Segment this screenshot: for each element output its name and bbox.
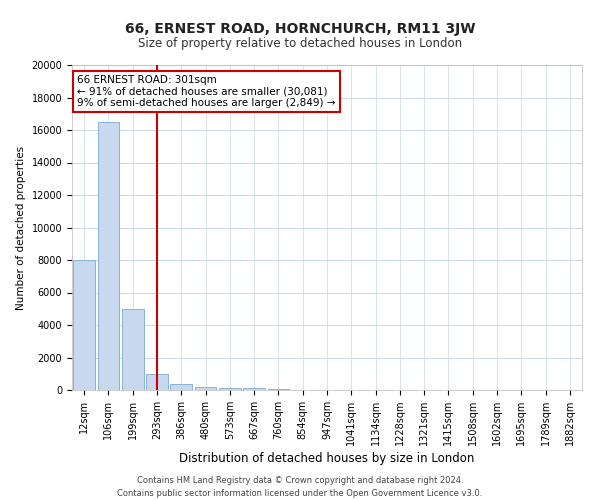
Bar xyxy=(97,122,119,390)
Bar xyxy=(243,388,265,390)
X-axis label: Distribution of detached houses by size in London: Distribution of detached houses by size … xyxy=(179,452,475,465)
Text: 66 ERNEST ROAD: 301sqm
← 91% of detached houses are smaller (30,081)
9% of semi-: 66 ERNEST ROAD: 301sqm ← 91% of detached… xyxy=(77,74,335,108)
Bar xyxy=(194,387,217,390)
Y-axis label: Number of detached properties: Number of detached properties xyxy=(16,146,26,310)
Text: Contains HM Land Registry data © Crown copyright and database right 2024.
Contai: Contains HM Land Registry data © Crown c… xyxy=(118,476,482,498)
Text: Size of property relative to detached houses in London: Size of property relative to detached ho… xyxy=(138,38,462,51)
Bar xyxy=(170,384,192,390)
Bar xyxy=(146,374,168,390)
Bar xyxy=(219,388,241,390)
Bar xyxy=(122,308,143,390)
Bar xyxy=(73,260,95,390)
Bar xyxy=(268,389,289,390)
Text: 66, ERNEST ROAD, HORNCHURCH, RM11 3JW: 66, ERNEST ROAD, HORNCHURCH, RM11 3JW xyxy=(125,22,475,36)
